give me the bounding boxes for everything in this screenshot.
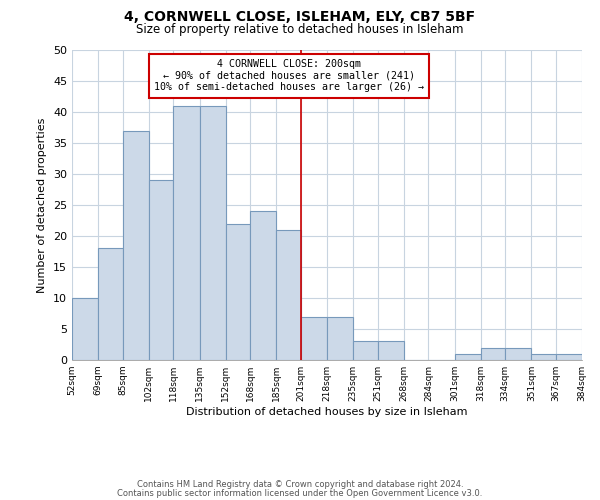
Bar bbox=[353, 342, 377, 360]
Bar bbox=[173, 106, 199, 360]
Text: Contains public sector information licensed under the Open Government Licence v3: Contains public sector information licen… bbox=[118, 488, 482, 498]
Bar bbox=[226, 224, 250, 360]
Bar bbox=[481, 348, 505, 360]
Bar bbox=[532, 354, 556, 360]
Bar bbox=[327, 316, 353, 360]
Bar bbox=[505, 348, 532, 360]
Bar bbox=[377, 342, 404, 360]
Bar bbox=[455, 354, 481, 360]
Text: Size of property relative to detached houses in Isleham: Size of property relative to detached ho… bbox=[136, 22, 464, 36]
Bar bbox=[199, 106, 226, 360]
Text: 4, CORNWELL CLOSE, ISLEHAM, ELY, CB7 5BF: 4, CORNWELL CLOSE, ISLEHAM, ELY, CB7 5BF bbox=[124, 10, 476, 24]
Bar bbox=[149, 180, 173, 360]
Bar bbox=[250, 211, 277, 360]
Bar bbox=[122, 130, 149, 360]
Bar bbox=[556, 354, 582, 360]
Text: Contains HM Land Registry data © Crown copyright and database right 2024.: Contains HM Land Registry data © Crown c… bbox=[137, 480, 463, 489]
Text: 4 CORNWELL CLOSE: 200sqm
← 90% of detached houses are smaller (241)
10% of semi-: 4 CORNWELL CLOSE: 200sqm ← 90% of detach… bbox=[154, 60, 424, 92]
Bar bbox=[72, 298, 98, 360]
Y-axis label: Number of detached properties: Number of detached properties bbox=[37, 118, 47, 292]
Bar bbox=[98, 248, 122, 360]
X-axis label: Distribution of detached houses by size in Isleham: Distribution of detached houses by size … bbox=[186, 407, 468, 417]
Bar bbox=[301, 316, 327, 360]
Bar bbox=[277, 230, 301, 360]
